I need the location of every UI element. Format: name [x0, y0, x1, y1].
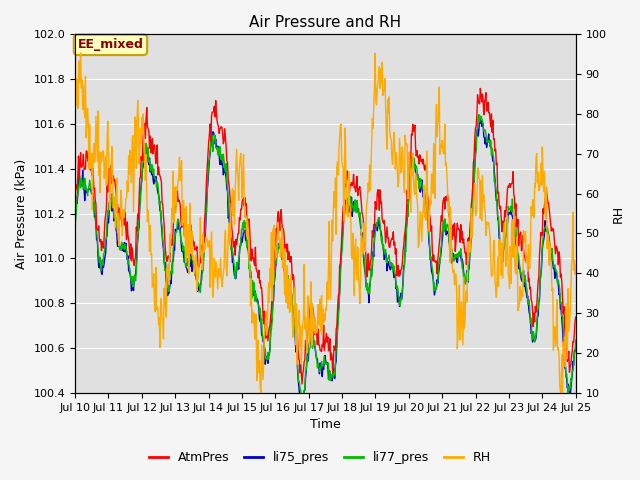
RH: [81, 114, 88, 120]
li75_pres: [572, 345, 580, 351]
RH: [183, 252, 191, 258]
AtmPres: [572, 314, 580, 320]
AtmPres: [401, 228, 409, 234]
li77_pres: [71, 233, 79, 239]
li75_pres: [71, 220, 79, 226]
AtmPres: [80, 167, 88, 172]
li77_pres: [80, 186, 88, 192]
Y-axis label: Air Pressure (kPa): Air Pressure (kPa): [15, 158, 28, 269]
RH: [77, 50, 84, 56]
li77_pres: [182, 263, 190, 268]
Line: li77_pres: li77_pres: [75, 115, 576, 401]
Title: Air Pressure and RH: Air Pressure and RH: [250, 15, 401, 30]
RH: [210, 282, 218, 288]
li77_pres: [300, 398, 307, 404]
RH: [402, 142, 410, 148]
AtmPres: [476, 85, 484, 91]
RH: [257, 390, 265, 396]
Legend: AtmPres, li75_pres, li77_pres, RH: AtmPres, li75_pres, li77_pres, RH: [144, 446, 496, 469]
Y-axis label: RH: RH: [612, 204, 625, 223]
li77_pres: [209, 149, 217, 155]
li77_pres: [572, 337, 580, 343]
li77_pres: [387, 262, 394, 268]
AtmPres: [209, 109, 217, 115]
li75_pres: [80, 186, 88, 192]
AtmPres: [182, 235, 190, 240]
AtmPres: [71, 213, 79, 218]
Line: RH: RH: [75, 53, 576, 393]
li75_pres: [182, 265, 190, 271]
li77_pres: [401, 246, 409, 252]
li75_pres: [476, 114, 483, 120]
AtmPres: [132, 254, 140, 260]
AtmPres: [298, 381, 306, 387]
Line: AtmPres: AtmPres: [75, 88, 576, 384]
li77_pres: [132, 278, 140, 284]
li75_pres: [132, 271, 140, 277]
li75_pres: [209, 129, 217, 135]
X-axis label: Time: Time: [310, 419, 340, 432]
RH: [132, 165, 140, 171]
li75_pres: [298, 401, 306, 407]
AtmPres: [387, 240, 394, 245]
li75_pres: [401, 247, 409, 252]
RH: [572, 262, 580, 268]
li75_pres: [387, 267, 394, 273]
RH: [387, 137, 395, 143]
li77_pres: [475, 112, 483, 118]
Text: EE_mixed: EE_mixed: [77, 38, 143, 51]
RH: [71, 123, 79, 129]
Line: li75_pres: li75_pres: [75, 117, 576, 404]
